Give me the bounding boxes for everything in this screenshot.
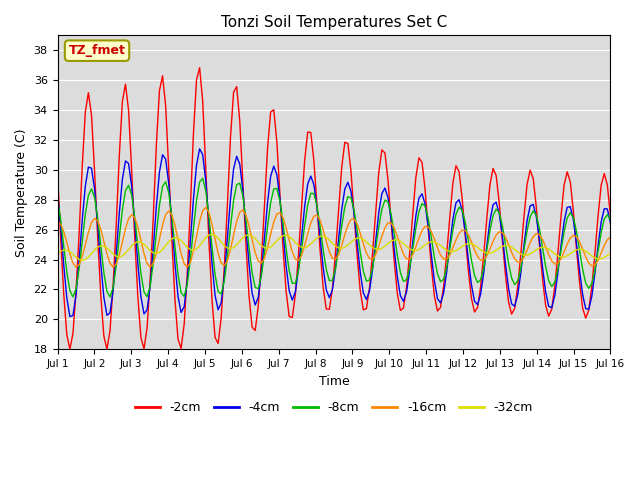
Y-axis label: Soil Temperature (C): Soil Temperature (C)	[15, 128, 28, 257]
Legend: -2cm, -4cm, -8cm, -16cm, -32cm: -2cm, -4cm, -8cm, -16cm, -32cm	[130, 396, 538, 420]
Text: TZ_fmet: TZ_fmet	[68, 44, 125, 57]
X-axis label: Time: Time	[319, 374, 349, 387]
Title: Tonzi Soil Temperatures Set C: Tonzi Soil Temperatures Set C	[221, 15, 447, 30]
